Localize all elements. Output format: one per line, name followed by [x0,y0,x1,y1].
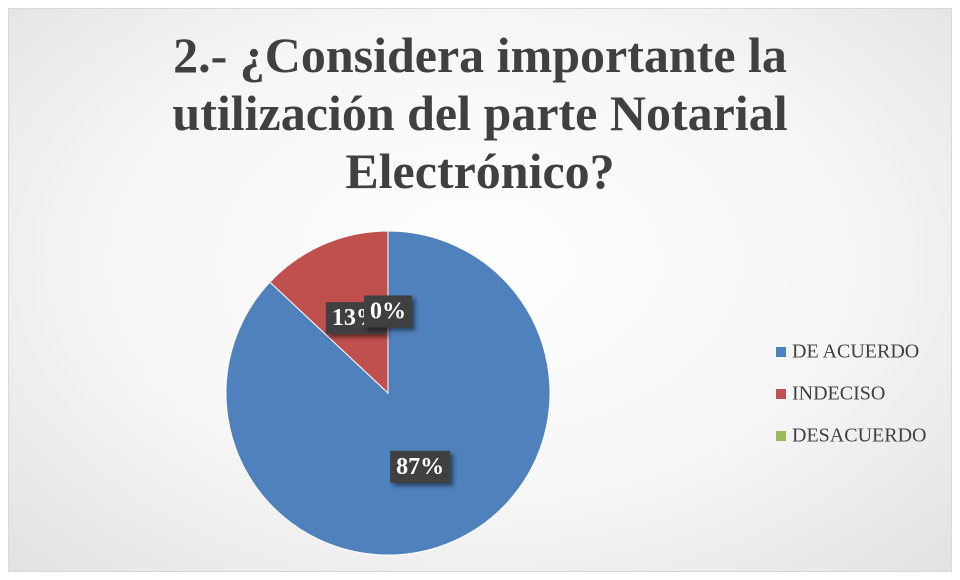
data-label-box [390,450,451,483]
legend-label: DESACUERDO [792,425,926,447]
data-label-text: 87% [396,454,444,480]
legend-label: DE ACUERDO [792,341,919,363]
data-label: 87% [390,450,451,483]
legend-swatch [776,389,786,399]
legend-swatch [776,431,786,441]
legend-swatch [776,347,786,357]
data-label: 0% [364,295,412,328]
chart-title: 2.- ¿Considera importante la utilización… [172,27,788,199]
data-label-text: 0% [370,299,406,325]
legend-label: INDECISO [792,383,885,405]
data-label-box [364,295,412,328]
